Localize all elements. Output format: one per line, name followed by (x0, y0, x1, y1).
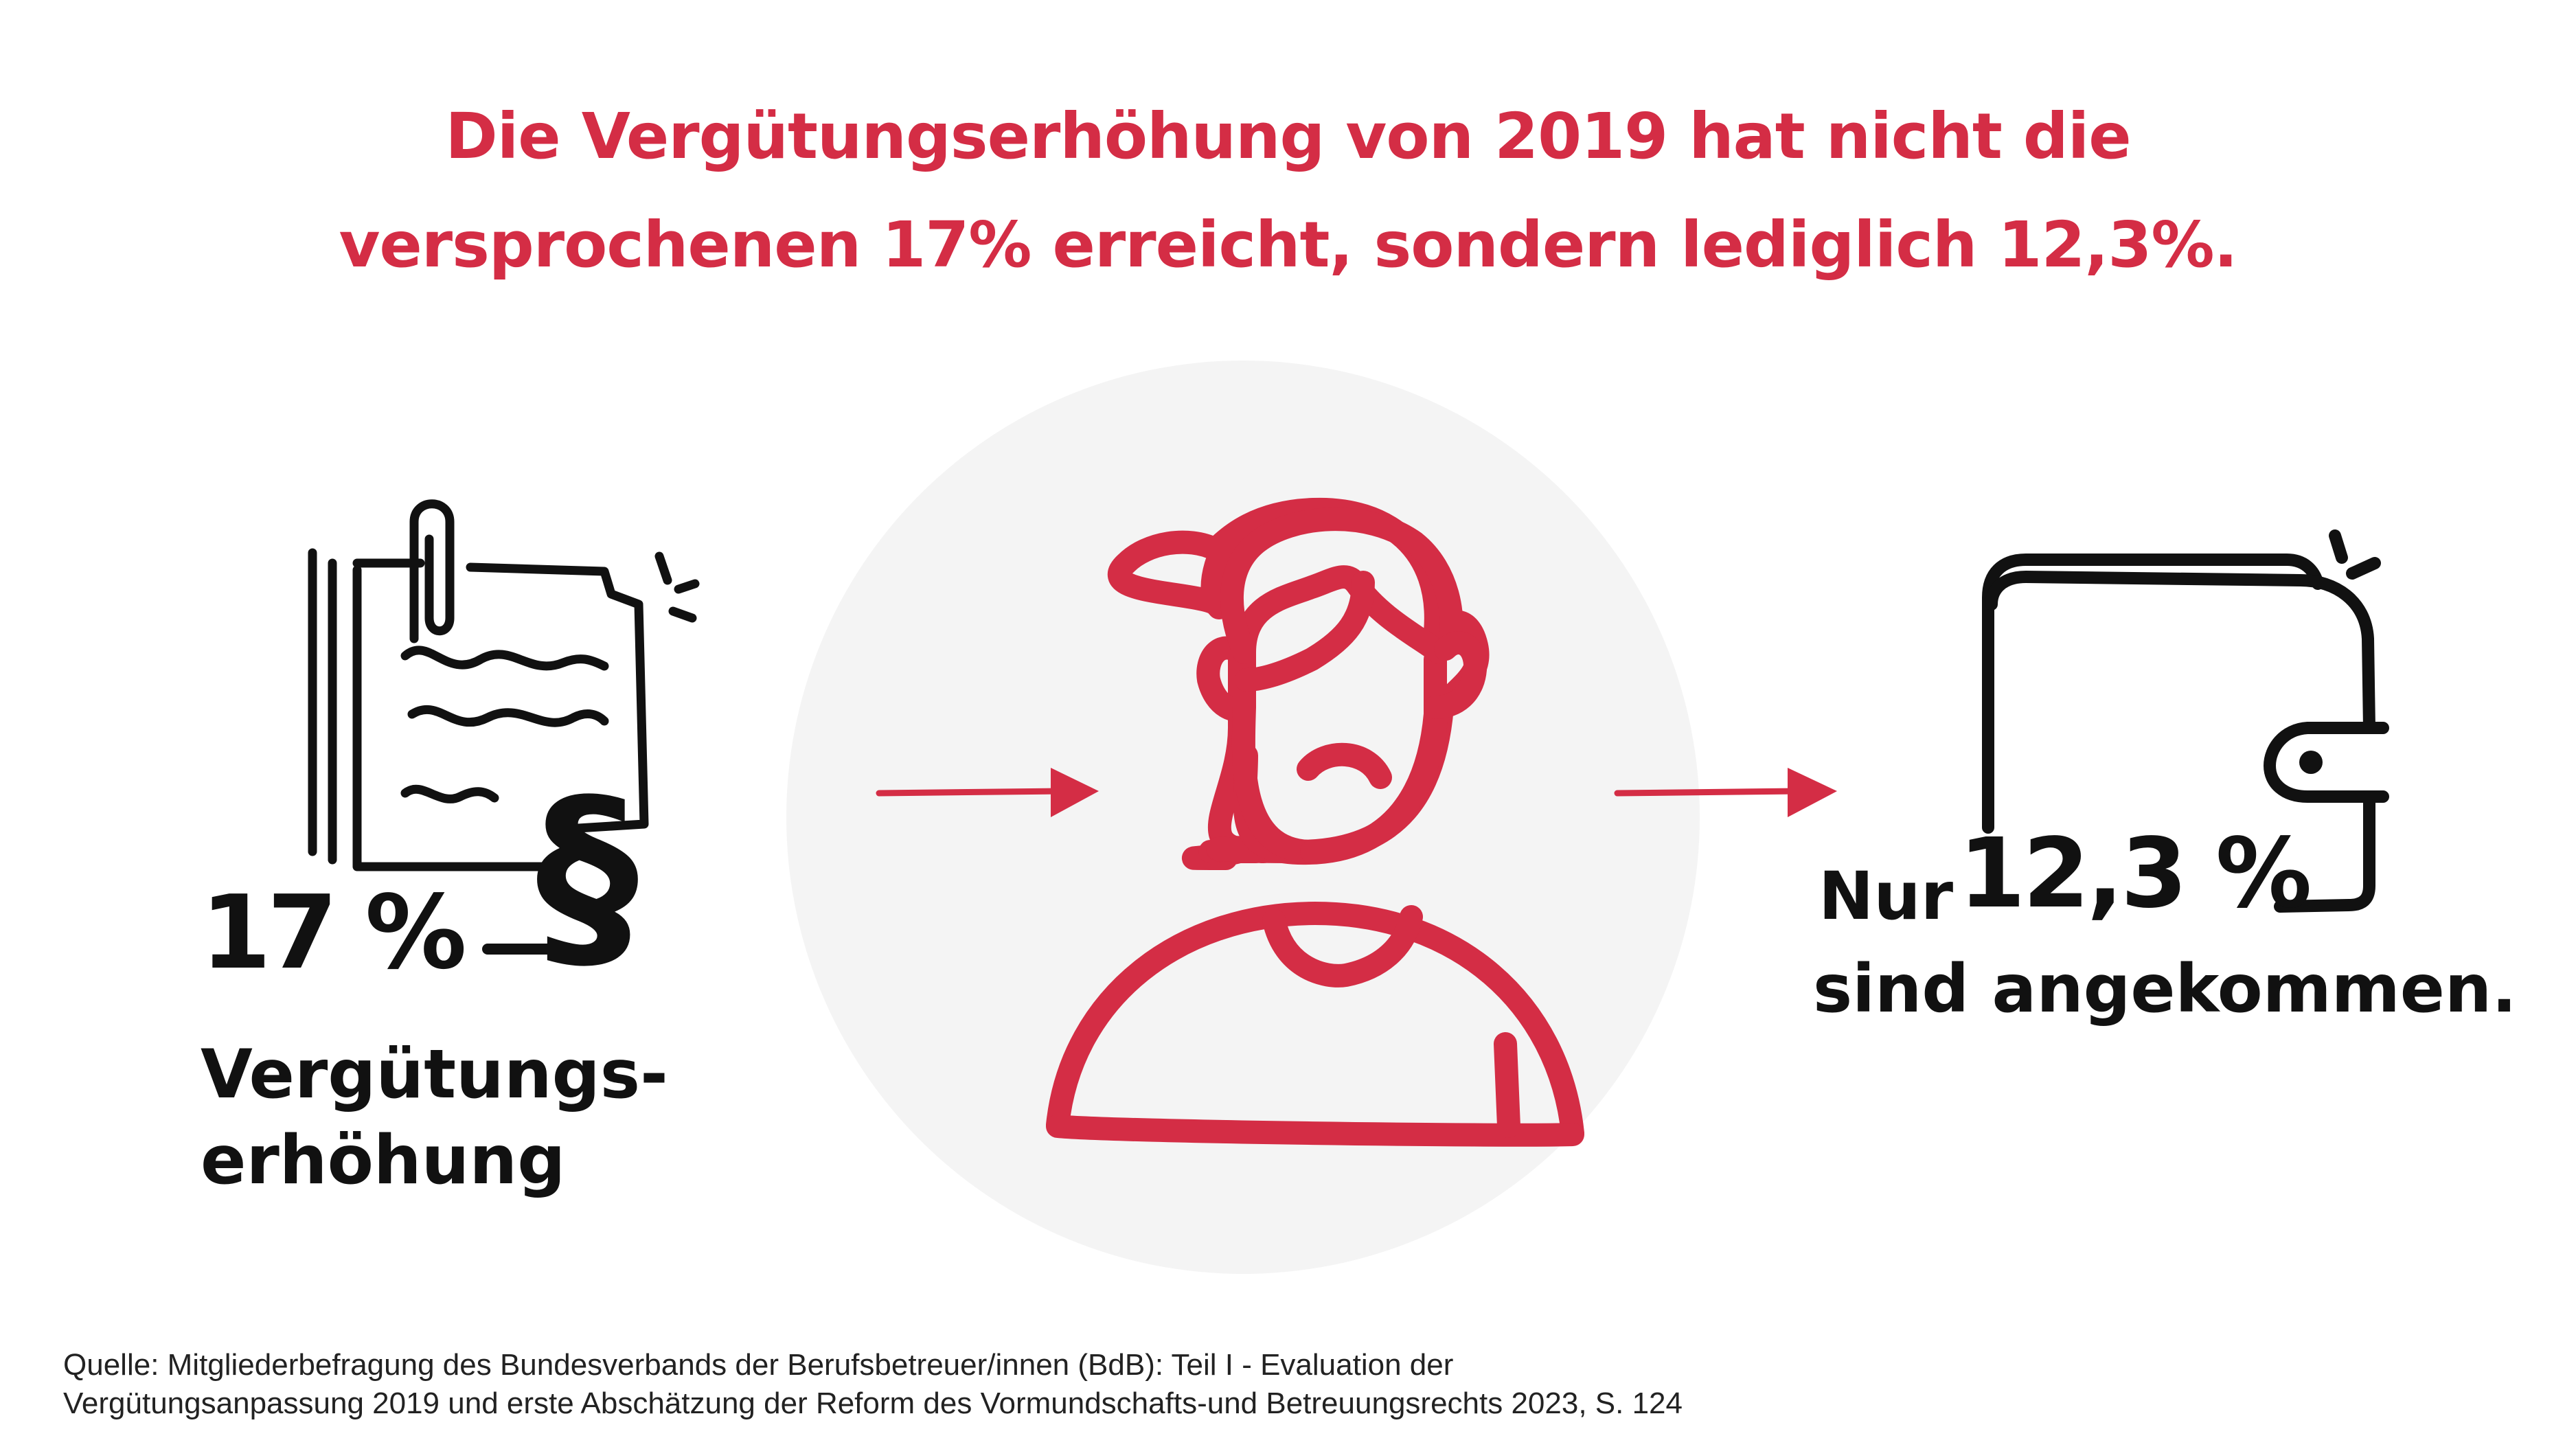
document-paragraph-icon (308, 499, 700, 955)
wallet-clasp-dot (2299, 751, 2323, 774)
arrow-right-icon (1614, 768, 1837, 817)
value-17-percent: 17 % (201, 874, 467, 992)
headline-line-2: versprochenen 17% erreicht, sondern ledi… (339, 208, 2237, 282)
source-note: Quelle: Mitgliederbefragung des Bundesve… (63, 1346, 1683, 1423)
arrow-right-icon (876, 768, 1099, 817)
label-nur: Nur (1819, 858, 1954, 935)
label-erhoehung: erhöhung (201, 1121, 566, 1200)
paragraph-symbol: § (536, 755, 639, 995)
label-verguetungs: Vergütungs- (201, 1036, 668, 1114)
source-line-1: Quelle: Mitgliederbefragung des Bundesve… (63, 1348, 1454, 1382)
sad-person-face (1196, 507, 1488, 863)
wallet-icon (1982, 529, 2389, 913)
headline-line-1: Die Vergütungserhöhung von 2019 hat nich… (445, 100, 2131, 173)
sad-person-body (1046, 902, 1584, 1147)
headline: Die Vergütungserhöhung von 2019 hat nich… (0, 82, 2576, 299)
value-12-3-percent: 12,3 % (1959, 818, 2312, 930)
label-sind-angekommen: sind angekommen. (1813, 950, 2517, 1027)
source-line-2: Vergütungsanpassung 2019 und erste Absch… (63, 1387, 1683, 1420)
